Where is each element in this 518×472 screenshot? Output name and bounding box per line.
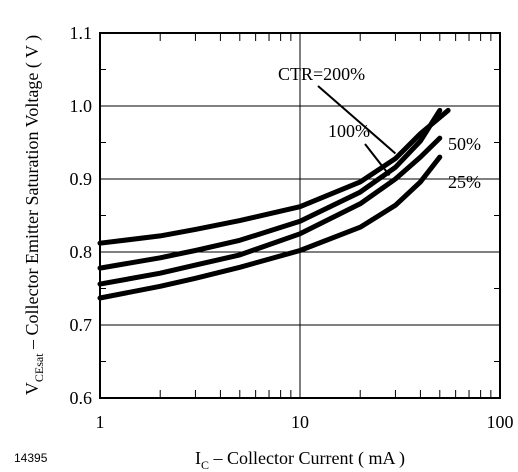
series-label-leader	[364, 143, 391, 176]
y-tick-label: 1.0	[70, 96, 93, 116]
x-tick-label: 10	[291, 412, 309, 432]
y-axis-label: VCEsat – Collector Emitter Saturation Vo…	[22, 35, 46, 395]
y-tick-label: 0.8	[70, 242, 93, 262]
x-tick-label: 100	[487, 412, 514, 432]
series-label: 25%	[448, 172, 481, 192]
series-label: 50%	[448, 134, 481, 154]
y-tick-label: 1.1	[70, 23, 93, 43]
label-layer: 0.6 0.7 0.8 0.9 1.0 1.1 1 10 100 CTR=200% 100% 50% 2…	[70, 23, 514, 432]
series-label: CTR=200%	[278, 64, 365, 84]
series-line	[97, 135, 443, 287]
series-layer	[97, 107, 451, 301]
series-label-leader	[317, 85, 397, 155]
figure-id: 14395	[14, 451, 48, 465]
series-line	[97, 154, 443, 301]
grid-layer	[100, 33, 500, 398]
plot-frame	[99, 32, 501, 399]
x-tick-label: 1	[96, 412, 105, 432]
series-line	[97, 107, 451, 246]
series-label: 100%	[328, 121, 370, 141]
x-axis-label: IC – Collector Current ( mA )	[195, 448, 405, 472]
y-tick-label: 0.7	[70, 315, 93, 335]
y-tick-label: 0.6	[70, 388, 93, 408]
y-tick-label: 0.9	[70, 169, 93, 189]
series-line	[97, 107, 443, 271]
